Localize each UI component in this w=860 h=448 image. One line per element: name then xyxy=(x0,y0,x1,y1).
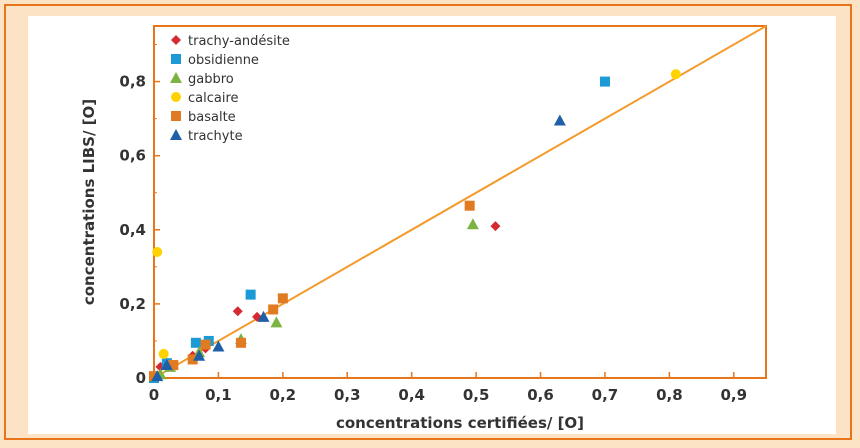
data-point xyxy=(670,69,681,80)
y-tick-label: 0,8 xyxy=(119,73,146,91)
chart-panel: 0 0,1 0,2 0,3 0,4 0,5 0,6 0,7 0,8 0,9 0 0,2 0,4 0,6 0,… xyxy=(28,16,836,434)
legend-label: obsidienne xyxy=(188,53,259,68)
x-tick-label: 0,9 xyxy=(721,386,748,404)
legend-marker xyxy=(170,129,182,140)
legend-marker xyxy=(170,72,182,83)
data-point xyxy=(160,359,173,371)
y-axis-label: concentrations LIBS/ [O] xyxy=(80,99,98,305)
legend-label: trachy-andésite xyxy=(188,34,290,49)
legend-marker xyxy=(171,54,181,64)
scatter-chart: 0 0,1 0,2 0,3 0,4 0,5 0,6 0,7 0,8 0,9 0 0,2 0,4 0,6 0,… xyxy=(80,25,767,432)
data-point xyxy=(257,310,270,322)
x-tick-label: 0,5 xyxy=(463,386,490,404)
data-point xyxy=(235,337,246,348)
x-tick-label: 0,3 xyxy=(334,386,361,404)
y-tick-label: 0,4 xyxy=(119,221,146,239)
legend-marker xyxy=(171,92,181,102)
data-point xyxy=(158,348,169,359)
legend-marker xyxy=(171,111,181,121)
x-axis-label: concentrations certifiées/ [O] xyxy=(336,414,584,432)
data-point xyxy=(168,360,179,371)
x-tick-label: 0,4 xyxy=(398,386,425,404)
data-point xyxy=(151,370,164,382)
legend-marker xyxy=(171,35,181,45)
data-point xyxy=(200,339,211,350)
data-point xyxy=(270,316,283,328)
x-tick-label: 0,2 xyxy=(270,386,297,404)
data-point xyxy=(599,76,610,87)
y-tick-label: 0,6 xyxy=(119,147,146,165)
x-tick-label: 0,1 xyxy=(205,386,232,404)
x-tick-label: 0 xyxy=(149,386,159,404)
data-point xyxy=(277,293,288,304)
x-tick-label: 0,8 xyxy=(656,386,683,404)
legend-label: basalte xyxy=(188,110,236,125)
data-point xyxy=(212,340,225,352)
data-point xyxy=(190,337,201,348)
data-point xyxy=(268,304,279,315)
plot-area-border xyxy=(153,25,767,379)
data-point xyxy=(466,218,479,230)
legend-label: trachyte xyxy=(188,129,243,144)
data-point xyxy=(464,200,475,211)
x-tick-label: 0,6 xyxy=(527,386,554,404)
chart-frame: 0 0,1 0,2 0,3 0,4 0,5 0,6 0,7 0,8 0,9 0 0,2 0,4 0,6 0,… xyxy=(4,4,852,440)
x-tick-label: 0,7 xyxy=(592,386,619,404)
data-point xyxy=(152,247,163,258)
data-point xyxy=(553,114,566,126)
data-point xyxy=(187,354,198,365)
legend-label: gabbro xyxy=(188,72,234,87)
legend-label: calcaire xyxy=(188,91,239,106)
y-tick-label: 0,2 xyxy=(119,295,146,313)
data-point xyxy=(245,289,256,300)
data-point xyxy=(232,306,243,317)
data-point xyxy=(490,221,501,232)
data-point xyxy=(193,349,206,361)
y-tick-label: 0 xyxy=(136,369,146,387)
